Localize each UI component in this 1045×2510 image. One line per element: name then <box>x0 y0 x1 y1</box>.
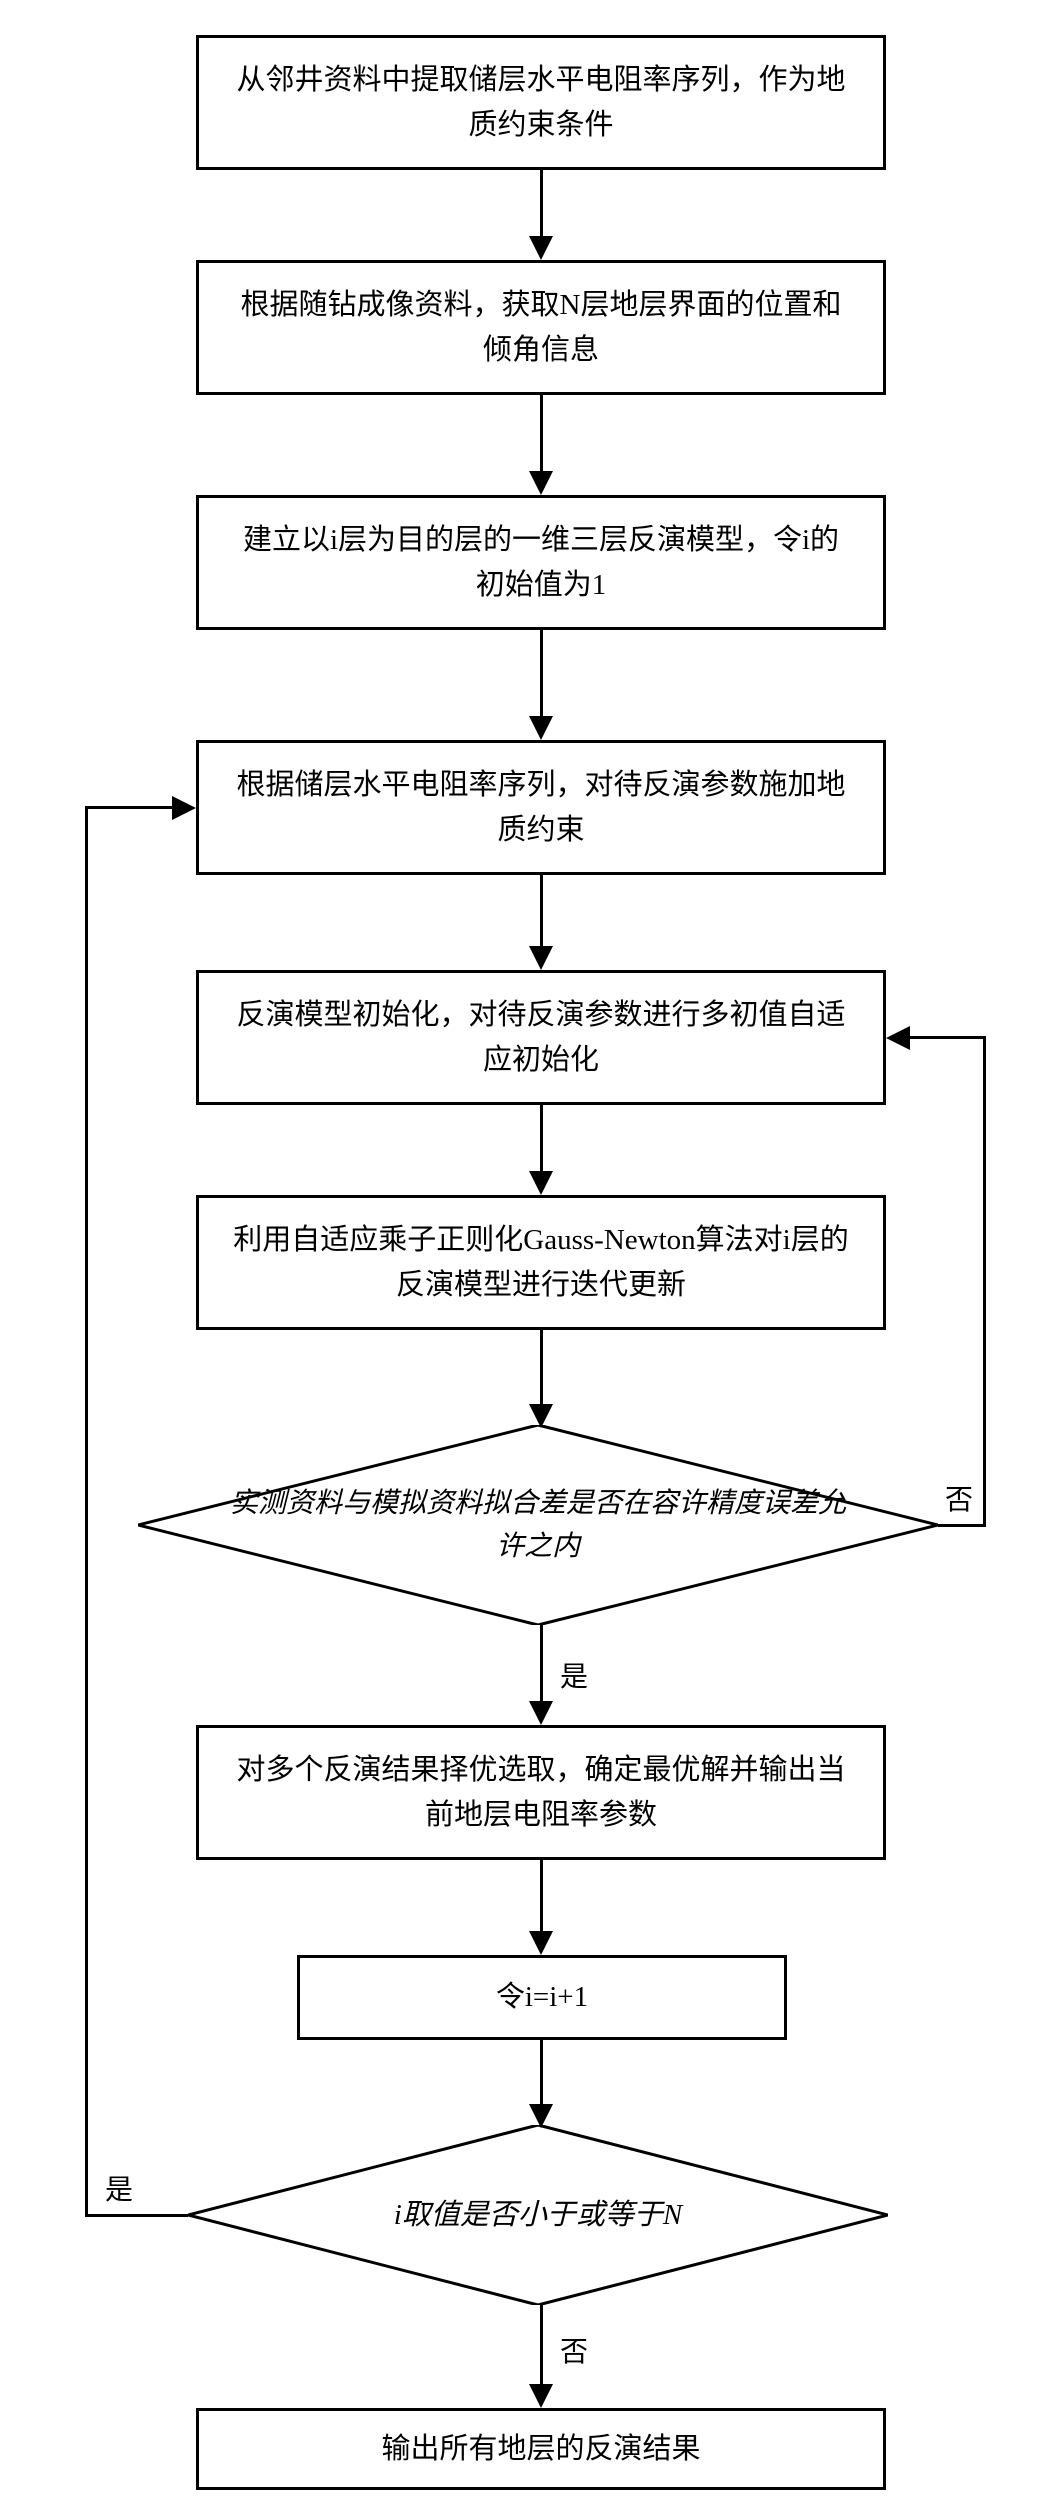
label-d2-yes: 是 <box>105 2168 133 2208</box>
arrow-n8-d2 <box>540 2040 543 2108</box>
arrow-n6-d1 <box>540 1330 543 1408</box>
feedback-d2-arrowhead <box>172 796 196 820</box>
arrowhead-d2-n9 <box>529 2384 553 2408</box>
arrowhead-n2-n3 <box>529 471 553 495</box>
process-n6: 利用自适应乘子正则化Gauss-Newton算法对i层的反演模型进行迭代更新 <box>196 1195 886 1330</box>
text-n1: 从邻井资料中提取储层水平电阻率序列，作为地质约束条件 <box>229 58 853 148</box>
text-d1: 实测资料与模拟资料拟合差是否在容许精度误差允许之内 <box>138 1482 938 1569</box>
decision-d2: i取值是否小于或等于N <box>188 2125 888 2305</box>
label-d2-no: 否 <box>560 2330 588 2370</box>
text-n2: 根据随钻成像资料，获取N层地层界面的位置和倾角信息 <box>229 283 853 373</box>
process-n8: 令i=i+1 <box>297 1955 787 2040</box>
arrow-d1-n7 <box>540 1625 543 1705</box>
feedback-d1-h2 <box>910 1036 986 1039</box>
feedback-d2-h1 <box>85 2214 188 2217</box>
text-d2: i取值是否小于或等于N <box>304 2193 772 2238</box>
process-n2: 根据随钻成像资料，获取N层地层界面的位置和倾角信息 <box>196 260 886 395</box>
arrowhead-n7-n8 <box>529 1931 553 1955</box>
arrow-n4-n5 <box>540 875 543 950</box>
arrowhead-n8-d2 <box>529 2104 553 2128</box>
arrow-n2-n3 <box>540 395 543 475</box>
arrowhead-d1-n7 <box>529 1701 553 1725</box>
arrow-n3-n4 <box>540 630 543 720</box>
process-n3: 建立以i层为目的层的一维三层反演模型，令i的初始值为1 <box>196 495 886 630</box>
arrow-n5-n6 <box>540 1105 543 1175</box>
arrowhead-n6-d1 <box>529 1404 553 1428</box>
feedback-d2-v <box>85 806 88 2217</box>
text-n6: 利用自适应乘子正则化Gauss-Newton算法对i层的反演模型进行迭代更新 <box>229 1218 853 1308</box>
label-d1-yes: 是 <box>560 1655 588 1695</box>
label-d1-no: 否 <box>945 1478 973 1518</box>
decision-d1: 实测资料与模拟资料拟合差是否在容许精度误差允许之内 <box>138 1425 938 1625</box>
feedback-d1-arrowhead <box>886 1026 910 1050</box>
feedback-d1-v <box>983 1037 986 1527</box>
process-n9: 输出所有地层的反演结果 <box>196 2408 886 2490</box>
arrowhead-n4-n5 <box>529 946 553 970</box>
arrowhead-n5-n6 <box>529 1171 553 1195</box>
process-n4: 根据储层水平电阻率序列，对待反演参数施加地质约束 <box>196 740 886 875</box>
text-n3: 建立以i层为目的层的一维三层反演模型，令i的初始值为1 <box>229 518 853 608</box>
arrow-n7-n8 <box>540 1860 543 1935</box>
text-n4: 根据储层水平电阻率序列，对待反演参数施加地质约束 <box>229 763 853 853</box>
arrowhead-n3-n4 <box>529 716 553 740</box>
text-n9: 输出所有地层的反演结果 <box>381 2427 700 2472</box>
arrowhead-n1-n2 <box>529 236 553 260</box>
text-n7: 对多个反演结果择优选取，确定最优解并输出当前地层电阻率参数 <box>229 1748 853 1838</box>
process-n7: 对多个反演结果择优选取，确定最优解并输出当前地层电阻率参数 <box>196 1725 886 1860</box>
arrow-n1-n2 <box>540 170 543 240</box>
process-n1: 从邻井资料中提取储层水平电阻率序列，作为地质约束条件 <box>196 35 886 170</box>
feedback-d1-h1 <box>938 1524 985 1527</box>
text-n5: 反演模型初始化，对待反演参数进行多初值自适应初始化 <box>229 993 853 1083</box>
text-n8: 令i=i+1 <box>496 1975 588 2020</box>
process-n5: 反演模型初始化，对待反演参数进行多初值自适应初始化 <box>196 970 886 1105</box>
feedback-d2-h2 <box>85 806 172 809</box>
arrow-d2-n9 <box>540 2305 543 2388</box>
